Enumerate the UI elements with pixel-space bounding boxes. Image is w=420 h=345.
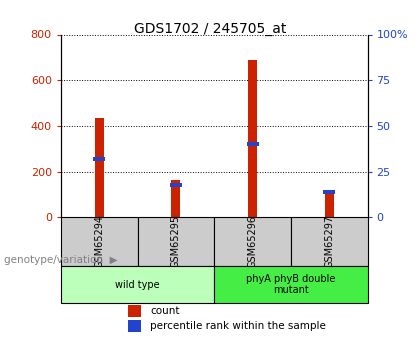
- FancyBboxPatch shape: [61, 266, 214, 303]
- Text: GSM65295: GSM65295: [171, 215, 181, 268]
- Bar: [129, 305, 141, 317]
- Bar: [248, 60, 257, 217]
- Text: count: count: [150, 306, 180, 316]
- FancyBboxPatch shape: [214, 217, 291, 266]
- Text: GSM65296: GSM65296: [247, 215, 257, 268]
- Bar: [94, 118, 104, 217]
- Bar: [129, 320, 141, 332]
- Bar: [171, 180, 181, 217]
- Bar: [93, 157, 105, 161]
- Text: GDS1702 / 245705_at: GDS1702 / 245705_at: [134, 22, 286, 37]
- Text: GSM65297: GSM65297: [324, 215, 334, 268]
- Text: wild type: wild type: [115, 280, 160, 289]
- Bar: [247, 142, 258, 146]
- FancyBboxPatch shape: [214, 266, 368, 303]
- Bar: [170, 184, 182, 187]
- FancyBboxPatch shape: [138, 217, 214, 266]
- Text: phyA phyB double
mutant: phyA phyB double mutant: [246, 274, 336, 295]
- Text: percentile rank within the sample: percentile rank within the sample: [150, 321, 326, 331]
- FancyBboxPatch shape: [291, 217, 368, 266]
- FancyBboxPatch shape: [61, 217, 138, 266]
- Bar: [323, 190, 335, 194]
- Text: genotype/variation  ▶: genotype/variation ▶: [4, 256, 118, 265]
- Text: GSM65294: GSM65294: [94, 215, 104, 268]
- Bar: [325, 194, 334, 217]
